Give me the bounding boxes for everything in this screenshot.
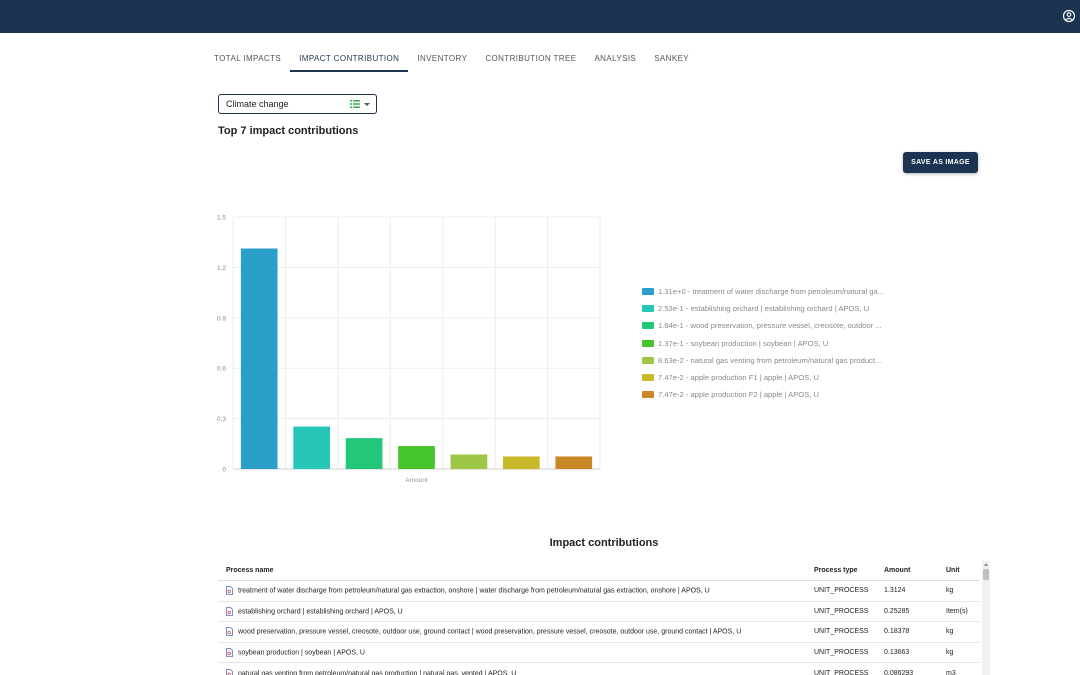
process-icon bbox=[226, 586, 233, 596]
cell-amount: 0.13663 bbox=[876, 642, 938, 664]
table-row[interactable]: natural gas venting from petroleum/natur… bbox=[218, 662, 980, 675]
cell-amount: 0.25285 bbox=[876, 601, 938, 623]
legend-item[interactable]: 7.47e-2 - apple production F2 | apple | … bbox=[642, 386, 884, 403]
legend-item[interactable]: 1.84e-1 - wood preservation, pressure ve… bbox=[642, 317, 884, 334]
process-icon bbox=[226, 668, 233, 675]
account-icon[interactable] bbox=[1062, 9, 1076, 23]
save-as-image-button[interactable]: SAVE AS IMAGE bbox=[903, 152, 978, 173]
tab-sankey[interactable]: SANKEY bbox=[654, 54, 690, 63]
legend-label: 7.47e-2 - apple production F2 | apple | … bbox=[658, 390, 819, 400]
process-icon bbox=[226, 606, 233, 616]
col-header-process-name: Process name bbox=[218, 561, 806, 581]
bar bbox=[398, 446, 435, 469]
impact-category-value: Climate change bbox=[226, 99, 289, 109]
chevron-down-icon bbox=[364, 103, 370, 106]
cell-unit: kg bbox=[938, 642, 980, 664]
bar bbox=[503, 456, 540, 469]
legend-label: 7.47e-2 - apple production F1 | apple | … bbox=[658, 373, 819, 383]
legend-item[interactable]: 7.47e-2 - apple production F1 | apple | … bbox=[642, 369, 884, 386]
col-header-unit: Unit bbox=[938, 561, 980, 581]
chart-legend: 1.31e+0 - treatment of water discharge f… bbox=[642, 283, 884, 403]
legend-swatch bbox=[642, 288, 654, 296]
contributions-table: Process name Process type Amount Unit tr… bbox=[218, 561, 990, 675]
col-header-process-type: Process type bbox=[806, 561, 876, 581]
y-tick-label: 0 bbox=[222, 467, 226, 474]
list-icon bbox=[350, 100, 360, 108]
legend-swatch bbox=[642, 305, 654, 313]
tab-bar: TOTAL IMPACTS IMPACT CONTRIBUTION INVENT… bbox=[205, 44, 698, 72]
legend-label: 1.31e+0 - treatment of water discharge f… bbox=[658, 287, 885, 297]
tab-contribution-tree[interactable]: CONTRIBUTION TREE bbox=[485, 54, 577, 63]
cell-amount: 0.086293 bbox=[876, 662, 938, 675]
cell-unit: m3 bbox=[938, 662, 980, 675]
y-tick-label: 1.5 bbox=[217, 215, 226, 222]
x-axis-label: Amount bbox=[405, 477, 428, 484]
cell-amount: 0.18378 bbox=[876, 621, 938, 643]
bar bbox=[555, 456, 593, 469]
process-name-text: treatment of water discharge from petrol… bbox=[238, 587, 710, 595]
cell-unit: Item(s) bbox=[938, 601, 980, 623]
scroll-up-arrow-icon[interactable] bbox=[984, 563, 988, 566]
cell-process-name[interactable]: natural gas venting from petroleum/natur… bbox=[218, 662, 806, 675]
cell-amount: 1.3124 bbox=[876, 580, 938, 602]
bar bbox=[293, 426, 330, 469]
cell-process-name[interactable]: treatment of water discharge from petrol… bbox=[218, 580, 806, 602]
bar bbox=[450, 454, 488, 469]
legend-item[interactable]: 2.53e-1 - establishing orchard | establi… bbox=[642, 300, 884, 317]
cell-process-type: UNIT_PROCESS bbox=[806, 601, 876, 623]
legend-label: 1.37e-1 - soybean production | soybean |… bbox=[658, 338, 829, 348]
table-header-row: Process name Process type Amount Unit bbox=[218, 561, 980, 581]
cell-unit: kg bbox=[938, 580, 980, 602]
cell-unit: kg bbox=[938, 621, 980, 643]
y-tick-label: 1.2 bbox=[217, 265, 226, 272]
legend-label: 2.53e-1 - establishing orchard | establi… bbox=[658, 304, 870, 314]
process-name-text: wood preservation, pressure vessel, creo… bbox=[238, 628, 742, 636]
contribution-bar-chart: 0 0.3 0.6 0.9 1.2 1.5 Amount bbox=[217, 215, 601, 484]
impact-category-select[interactable]: Climate change bbox=[218, 94, 377, 114]
table-row[interactable]: establishing orchard | establishing orch… bbox=[218, 601, 980, 623]
col-header-amount: Amount bbox=[876, 561, 938, 581]
table-row[interactable]: wood preservation, pressure vessel, creo… bbox=[218, 621, 980, 643]
table-scrollbar[interactable] bbox=[982, 561, 990, 675]
tab-analysis[interactable]: ANALYSIS bbox=[594, 54, 637, 63]
legend-swatch bbox=[642, 322, 654, 330]
table-row[interactable]: soybean production | soybean | APOS, U UN… bbox=[218, 642, 980, 664]
cell-process-type: UNIT_PROCESS bbox=[806, 580, 876, 602]
bar bbox=[345, 438, 383, 469]
cell-process-name[interactable]: establishing orchard | establishing orch… bbox=[218, 601, 806, 623]
process-icon bbox=[226, 648, 233, 657]
scroll-thumb[interactable] bbox=[983, 569, 989, 580]
legend-item[interactable]: 8.63e-2 - natural gas venting from petro… bbox=[642, 352, 884, 369]
cell-process-name[interactable]: soybean production | soybean | APOS, U bbox=[218, 642, 806, 664]
y-tick-label: 0.6 bbox=[217, 366, 226, 373]
y-tick-label: 0.3 bbox=[217, 416, 226, 423]
cell-process-type: UNIT_PROCESS bbox=[806, 642, 876, 664]
process-icon bbox=[226, 627, 233, 637]
cell-process-type: UNIT_PROCESS bbox=[806, 662, 876, 675]
legend-item[interactable]: 1.37e-1 - soybean production | soybean |… bbox=[642, 335, 884, 352]
legend-item[interactable]: 1.31e+0 - treatment of water discharge f… bbox=[642, 283, 884, 300]
y-tick-label: 0.9 bbox=[217, 315, 226, 322]
tab-total-impacts[interactable]: TOTAL IMPACTS bbox=[214, 54, 282, 63]
legend-swatch bbox=[642, 391, 654, 399]
process-name-text: establishing orchard | establishing orch… bbox=[238, 608, 403, 616]
tab-impact-contribution[interactable]: IMPACT CONTRIBUTION bbox=[290, 44, 409, 72]
cell-process-name[interactable]: wood preservation, pressure vessel, creo… bbox=[218, 621, 806, 643]
tab-inventory[interactable]: INVENTORY bbox=[417, 54, 468, 63]
chart-heading: Top 7 impact contributions bbox=[218, 125, 359, 137]
bar bbox=[240, 248, 278, 469]
table-title: Impact contributions bbox=[549, 537, 659, 549]
legend-swatch bbox=[642, 374, 654, 382]
process-name-text: soybean production | soybean | APOS, U bbox=[238, 649, 365, 657]
process-name-text: natural gas venting from petroleum/natur… bbox=[238, 670, 517, 675]
legend-label: 1.84e-1 - wood preservation, pressure ve… bbox=[658, 321, 882, 331]
table-row[interactable]: treatment of water discharge from petrol… bbox=[218, 580, 980, 602]
top-app-bar bbox=[0, 0, 1080, 33]
legend-swatch bbox=[642, 356, 654, 364]
cell-process-type: UNIT_PROCESS bbox=[806, 621, 876, 643]
legend-swatch bbox=[642, 339, 654, 347]
legend-label: 8.63e-2 - natural gas venting from petro… bbox=[658, 355, 882, 365]
